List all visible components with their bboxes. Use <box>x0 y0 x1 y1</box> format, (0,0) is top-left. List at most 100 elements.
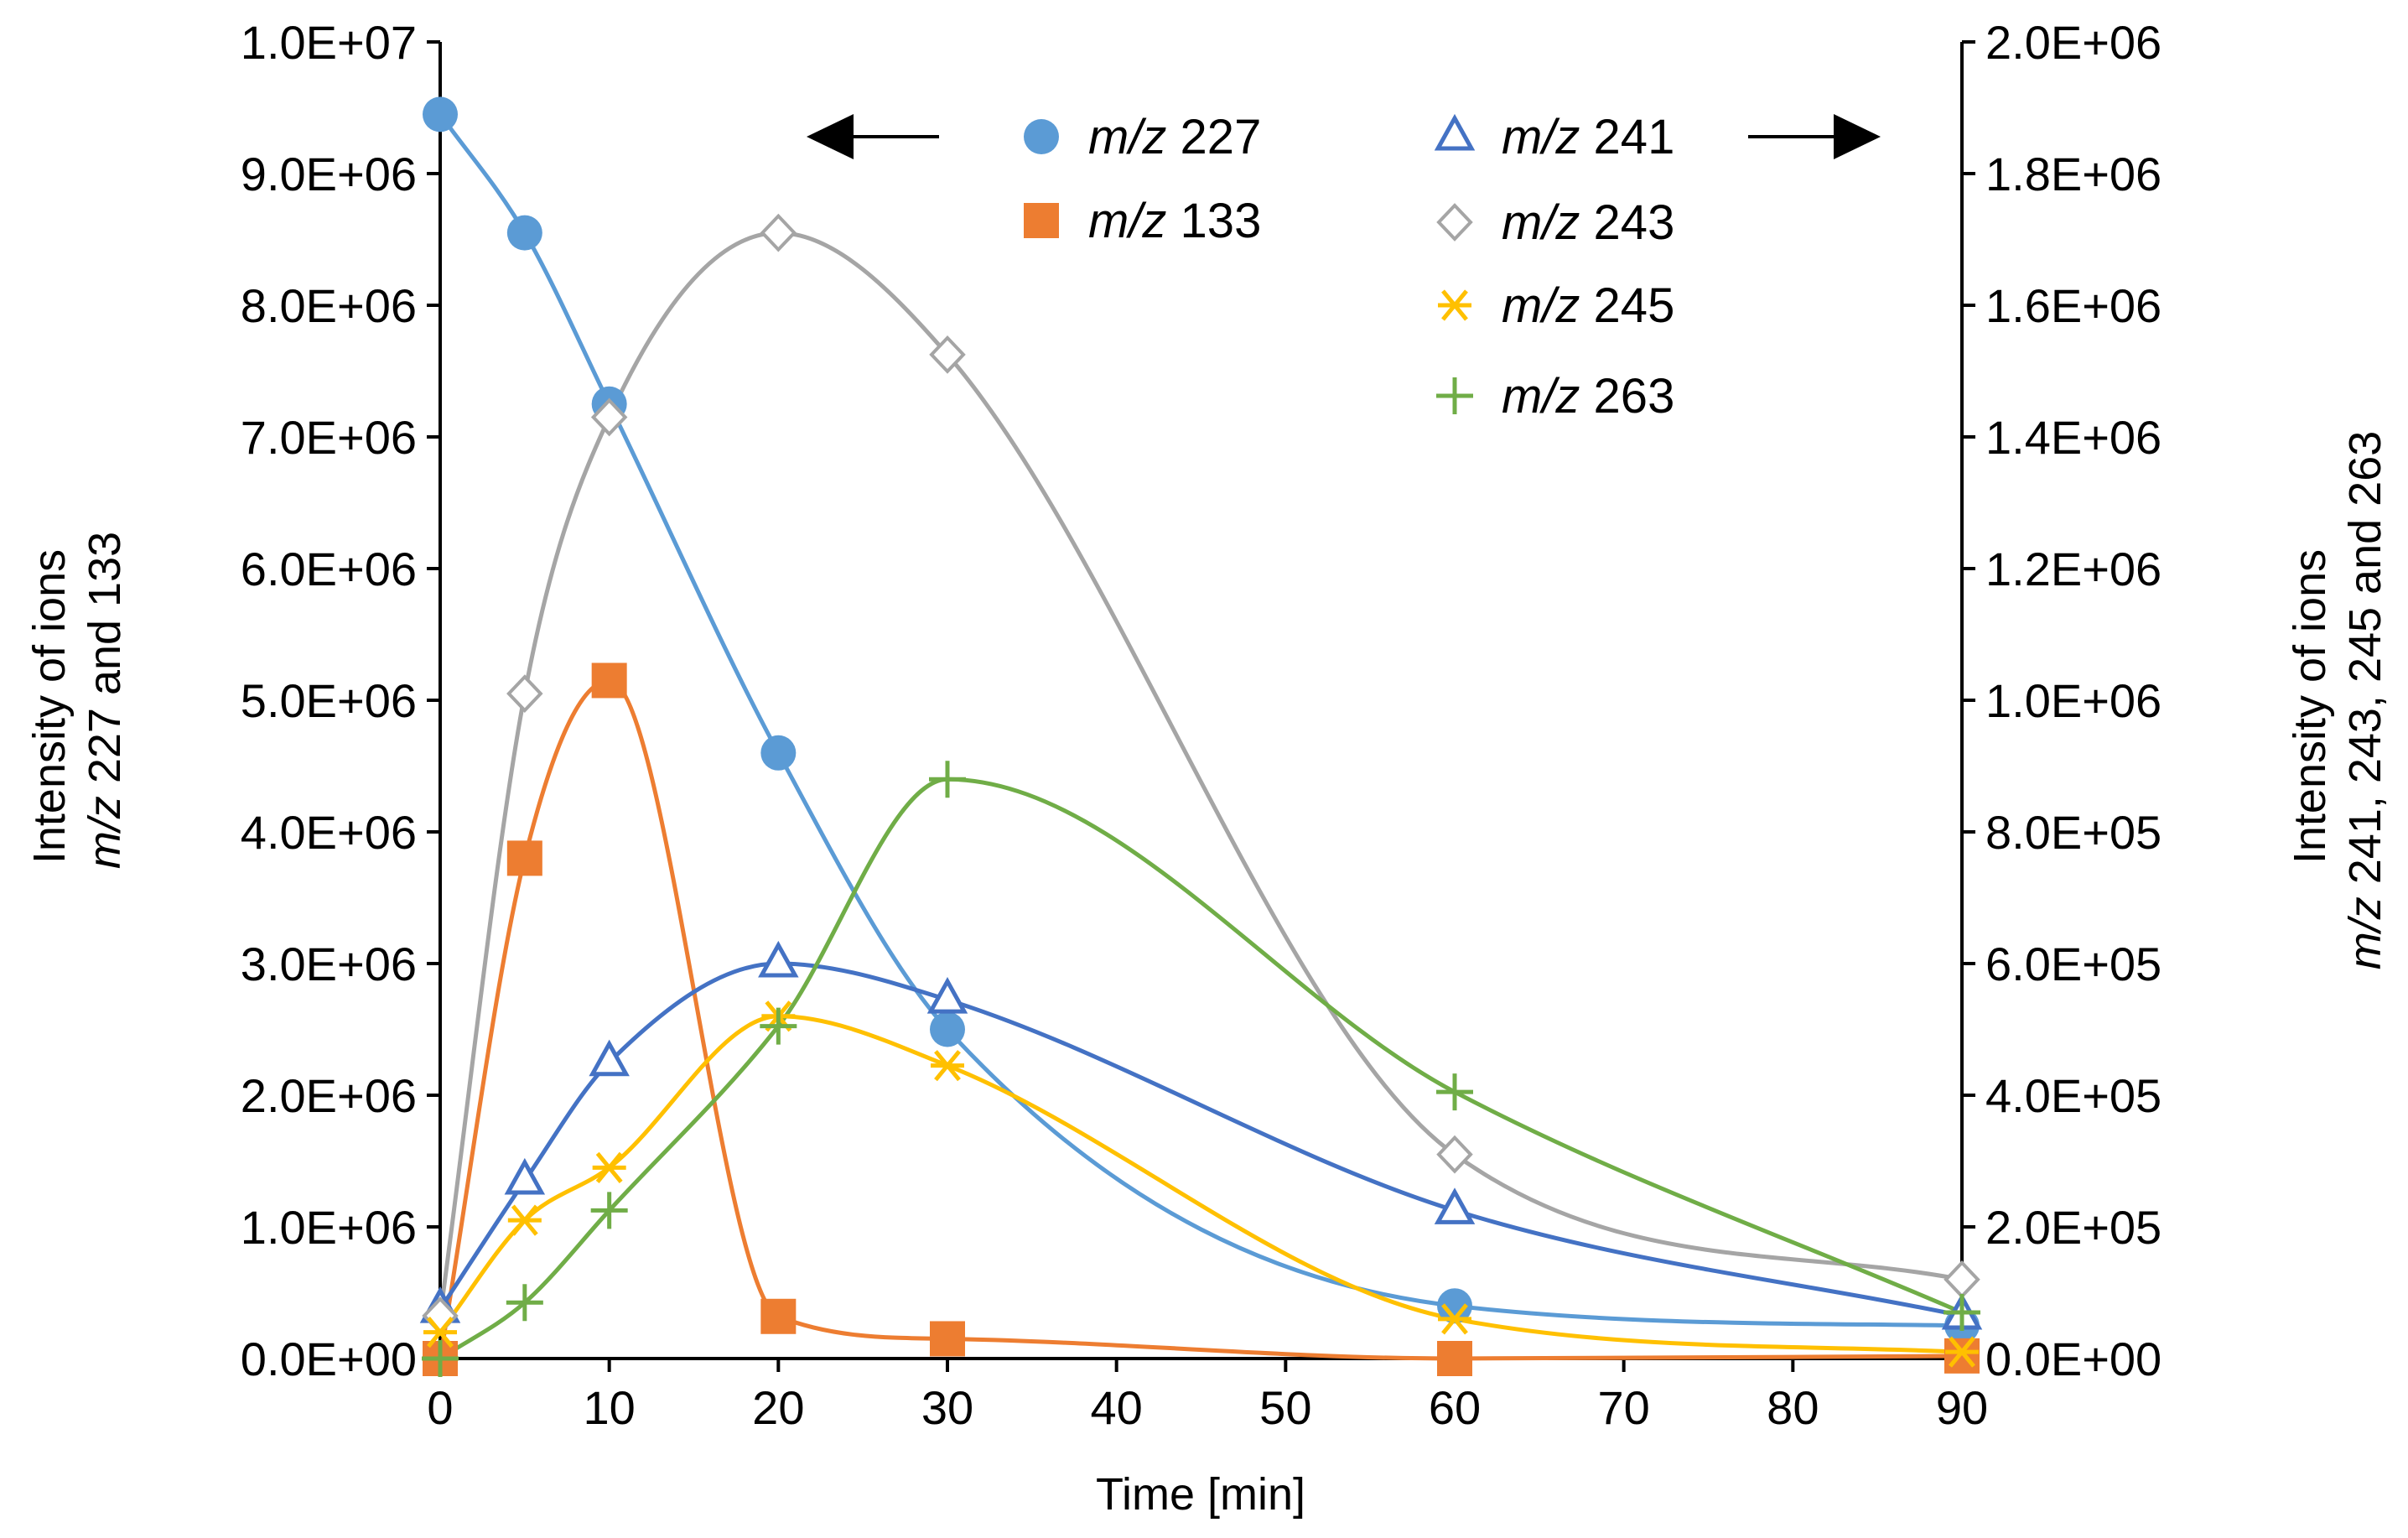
data-point-263 <box>760 1007 797 1045</box>
data-point-245 <box>1438 1303 1471 1335</box>
right-y-tick-label: 8.0E+05 <box>1985 806 2161 859</box>
legend-marker-263 <box>1436 377 1473 414</box>
left-y-tick-label: 4.0E+06 <box>241 806 417 859</box>
left-y-tick-label: 0.0E+00 <box>241 1333 417 1385</box>
legend-item-133: m/z 133 <box>1024 194 1261 248</box>
series-line-227 <box>438 112 1963 1328</box>
legend-item-263: m/z 263 <box>1436 369 1674 423</box>
left-y-tick-label: 8.0E+06 <box>241 279 417 332</box>
data-point-241 <box>504 1157 546 1195</box>
left-y-tick-label: 3.0E+06 <box>241 938 417 990</box>
data-point-241 <box>926 977 968 1014</box>
series-line-241 <box>438 961 1963 1318</box>
right-y-tick-label: 1.6E+06 <box>1985 279 2161 332</box>
x-tick-label: 0 <box>427 1381 453 1434</box>
legend-item-243: m/z 243 <box>1436 195 1674 250</box>
data-point-133 <box>591 662 627 699</box>
series-line-263 <box>439 777 1963 1361</box>
x-tick-label: 90 <box>1936 1381 1988 1434</box>
legend-item-241: m/z 241 <box>1434 110 1674 164</box>
x-tick-label: 20 <box>752 1381 804 1434</box>
legend-label-241: m/z 241 <box>1502 110 1674 164</box>
data-point-263 <box>1436 1073 1473 1111</box>
data-point-227 <box>506 215 542 251</box>
left-y-tick-label: 1.0E+07 <box>241 16 417 69</box>
data-point-243 <box>1436 1135 1473 1174</box>
x-tick-label: 10 <box>584 1381 636 1434</box>
left-y-tick-label: 6.0E+06 <box>241 543 417 595</box>
left-y-tick-label: 7.0E+06 <box>241 411 417 464</box>
right-y-axis-title-ions: 241, 243, 245 and 263 <box>2340 431 2390 897</box>
series-line-243 <box>438 231 1963 1317</box>
legend-marker-243 <box>1436 203 1473 242</box>
legend-label-243: m/z 243 <box>1502 195 1674 250</box>
right-y-tick-label: 6.0E+05 <box>1985 938 2161 990</box>
left-y-axis-ticks: 0.0E+00 1.0E+06 2.0E+06 3.0E+06 4.0E+06 5.0E+… <box>241 16 440 1385</box>
data-point-245 <box>592 1151 626 1183</box>
legend-marker-245 <box>1438 289 1471 321</box>
data-point-133 <box>760 1298 797 1334</box>
legend-marker-241 <box>1434 113 1476 151</box>
left-y-axis-title-line2: m/z 227 and 133 <box>80 532 130 869</box>
x-axis-title: Time [min] <box>1096 1469 1305 1520</box>
right-y-axis-title: Intensity of ions m/z 241, 243, 245 and … <box>2285 431 2390 970</box>
right-y-tick-label: 1.8E+06 <box>1985 148 2161 200</box>
data-point-263 <box>422 1340 459 1377</box>
data-point-245 <box>423 1317 457 1348</box>
left-axis-arrow <box>807 114 939 159</box>
legend-item-227: m/z 227 <box>1024 110 1261 164</box>
data-point-263 <box>590 1192 628 1229</box>
x-tick-label: 60 <box>1429 1381 1481 1434</box>
x-tick-label: 70 <box>1598 1381 1650 1434</box>
legend-item-245: m/z 245 <box>1438 278 1674 333</box>
right-y-tick-label: 4.0E+05 <box>1985 1069 2161 1122</box>
data-point-243 <box>929 335 966 374</box>
left-y-tick-label: 2.0E+06 <box>241 1069 417 1122</box>
series-line-245 <box>439 1014 1963 1354</box>
data-point-243 <box>1944 1260 1980 1299</box>
right-y-axis-title-line2: m/z 241, 243, 245 and 263 <box>2340 431 2390 970</box>
data-point-227 <box>760 735 797 771</box>
x-tick-label: 50 <box>1259 1381 1311 1434</box>
data-point-263 <box>929 761 966 798</box>
data-point-227 <box>423 96 458 132</box>
left-y-tick-label: 9.0E+06 <box>241 148 417 200</box>
right-y-tick-label: 1.0E+06 <box>1985 674 2161 727</box>
data-point-133 <box>930 1321 965 1357</box>
data-point-245 <box>931 1050 964 1082</box>
data-point-243 <box>760 213 797 252</box>
x-axis-ticks: 0 10 20 30 40 50 60 70 80 90 <box>427 1359 1988 1434</box>
legend-marker-227 <box>1024 119 1059 154</box>
data-point-243 <box>506 674 543 714</box>
data-point-243 <box>590 397 628 437</box>
legend-marker-133 <box>1024 203 1059 238</box>
data-point-241 <box>758 940 799 978</box>
data-point-241 <box>1434 1187 1476 1224</box>
data-point-245 <box>1945 1336 1979 1368</box>
right-y-axis-title-mz: m/z <box>2340 896 2390 969</box>
data-point-263 <box>506 1284 543 1322</box>
legend-label-245: m/z 245 <box>1502 278 1674 333</box>
left-y-tick-label: 5.0E+06 <box>241 674 417 727</box>
series-markers <box>419 96 1983 1377</box>
left-y-axis-title-line1: Intensity of ions <box>24 549 75 864</box>
left-y-tick-label: 1.0E+06 <box>241 1201 417 1254</box>
left-y-axis-title-ions: 227 and 133 <box>80 532 130 796</box>
right-y-axis-ticks: 0.0E+00 2.0E+05 4.0E+05 6.0E+05 8.0E+05 1.0E+… <box>1962 16 2161 1385</box>
data-point-263 <box>1944 1294 1980 1332</box>
data-point-133 <box>1944 1338 1980 1374</box>
left-y-axis-title-mz: m/z <box>80 796 130 869</box>
series-lines <box>438 112 1963 1361</box>
data-point-133 <box>1437 1341 1472 1376</box>
right-y-tick-label: 2.0E+05 <box>1985 1201 2161 1254</box>
data-point-245 <box>507 1204 542 1236</box>
data-point-243 <box>422 1296 459 1335</box>
right-y-tick-label: 1.2E+06 <box>1985 543 2161 595</box>
x-tick-label: 30 <box>921 1381 973 1434</box>
data-point-133 <box>506 840 542 876</box>
data-point-227 <box>1437 1288 1472 1324</box>
legend-label-263: m/z 263 <box>1502 369 1674 423</box>
right-axis-arrow <box>1748 114 1881 159</box>
data-point-241 <box>589 1039 630 1077</box>
